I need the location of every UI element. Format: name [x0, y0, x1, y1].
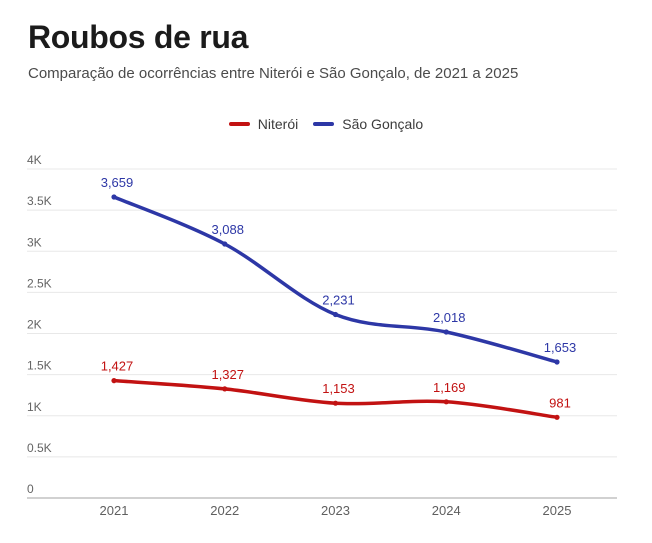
y-tick-label: 3K — [27, 235, 42, 249]
data-point-sao-goncalo — [332, 311, 339, 318]
y-tick-label: 0.5K — [27, 441, 52, 455]
data-label-niteroi: 1,153 — [322, 381, 355, 396]
legend-item-niteroi: Niterói — [228, 116, 299, 132]
legend-label-sao-goncalo: São Gonçalo — [342, 116, 424, 132]
legend-item-sao-goncalo: São Gonçalo — [313, 116, 423, 132]
data-point-niteroi — [332, 400, 339, 406]
y-tick-label: 1.5K — [27, 359, 52, 373]
page-title: Roubos de rua — [28, 19, 249, 55]
data-point-niteroi — [222, 386, 228, 392]
data-point-niteroi — [443, 399, 449, 405]
data-label-niteroi: 1,327 — [211, 367, 244, 382]
x-tick-label: 2023 — [321, 503, 350, 518]
x-tick-label: 2025 — [543, 503, 572, 518]
data-point-niteroi — [554, 414, 560, 420]
legend-swatch-sao-goncalo — [313, 122, 335, 126]
y-tick-label: 2.5K — [27, 276, 52, 290]
legend-label-niteroi: Niterói — [257, 116, 299, 132]
x-tick-label: 2024 — [432, 503, 461, 518]
data-point-sao-goncalo — [111, 194, 117, 200]
y-tick-label: 4K — [27, 153, 42, 167]
y-tick-label: 3.5K — [27, 194, 52, 208]
data-label-sao-goncalo: 3,088 — [211, 222, 244, 237]
data-label-sao-goncalo: 2,018 — [433, 310, 466, 325]
y-tick-label: 1K — [27, 400, 42, 414]
data-label-niteroi: 1,427 — [101, 359, 134, 374]
chart-legend: Niterói São Gonçalo — [0, 116, 652, 132]
x-tick-label: 2021 — [100, 503, 129, 518]
data-label-sao-goncalo: 3,659 — [101, 175, 134, 190]
page-subtitle: Comparação de ocorrências entre Niterói … — [28, 65, 519, 82]
y-tick-label: 2K — [27, 318, 42, 332]
data-label-sao-goncalo: 1,653 — [544, 340, 577, 355]
legend-swatch-niteroi — [228, 122, 250, 126]
series-line-sao-goncalo — [112, 195, 559, 364]
data-label-niteroi: 981 — [549, 395, 571, 410]
data-point-sao-goncalo — [554, 359, 560, 365]
data-label-niteroi: 1,169 — [433, 380, 466, 395]
x-tick-label: 2022 — [210, 503, 239, 518]
data-point-sao-goncalo — [222, 241, 228, 247]
data-point-niteroi — [111, 378, 117, 384]
y-tick-label: 0 — [27, 482, 34, 496]
data-point-sao-goncalo — [443, 329, 449, 335]
data-label-sao-goncalo: 2,231 — [322, 293, 355, 308]
